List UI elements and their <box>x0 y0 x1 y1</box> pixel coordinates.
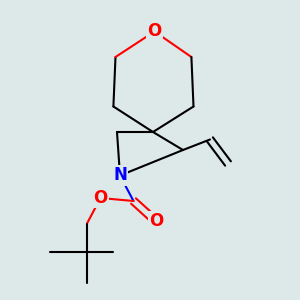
Text: O: O <box>147 22 162 40</box>
Text: N: N <box>113 167 127 184</box>
Text: O: O <box>93 189 108 207</box>
Text: O: O <box>149 212 163 230</box>
